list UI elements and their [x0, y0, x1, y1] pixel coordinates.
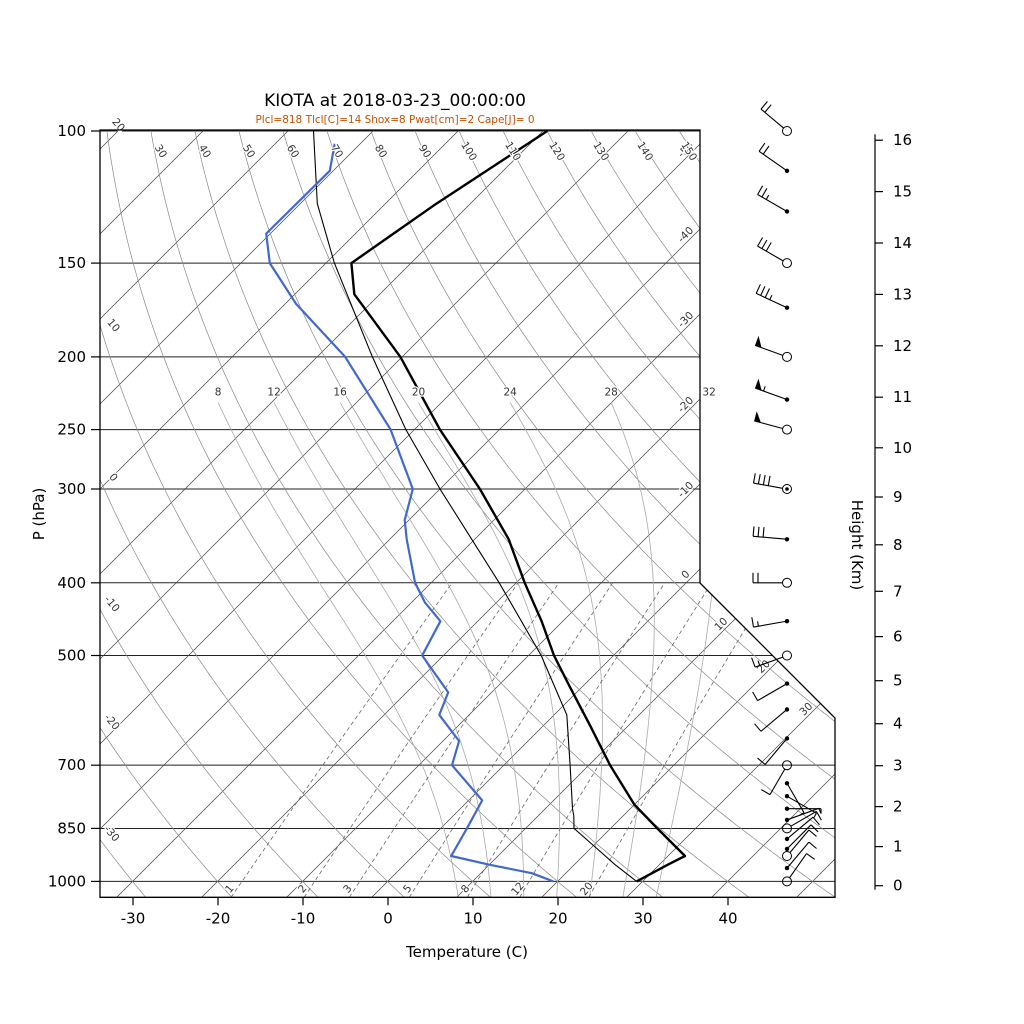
- svg-text:3: 3: [893, 757, 903, 775]
- svg-text:16: 16: [333, 386, 347, 398]
- svg-text:40: 40: [718, 909, 737, 927]
- svg-text:20: 20: [755, 658, 773, 676]
- svg-text:80: 80: [372, 143, 389, 161]
- svg-text:70: 70: [328, 143, 345, 161]
- svg-text:-10: -10: [291, 909, 316, 927]
- svg-text:10: 10: [893, 439, 912, 457]
- svg-text:28: 28: [605, 386, 618, 398]
- svg-text:6: 6: [893, 628, 903, 646]
- y-axis-title: P (hPa): [30, 488, 48, 541]
- svg-text:-10: -10: [102, 594, 122, 615]
- svg-text:20: 20: [548, 909, 567, 927]
- svg-text:11: 11: [893, 388, 912, 406]
- height-axis-title: Height (Km): [848, 500, 866, 591]
- svg-text:40: 40: [196, 143, 213, 161]
- x-axis-title: Temperature (C): [405, 943, 528, 961]
- svg-text:10: 10: [104, 317, 122, 335]
- svg-text:5: 5: [401, 883, 414, 896]
- svg-text:20: 20: [412, 386, 425, 398]
- svg-text:2: 2: [296, 883, 309, 896]
- svg-text:30: 30: [152, 143, 169, 161]
- svg-text:12: 12: [267, 386, 280, 398]
- svg-text:14: 14: [893, 234, 912, 252]
- svg-text:10: 10: [463, 909, 482, 927]
- svg-text:0: 0: [106, 471, 119, 484]
- chart-subtitle: Plcl=818 Tlcl[C]=14 Shox=8 Pwat[cm]=2 Ca…: [255, 114, 534, 126]
- svg-text:32: 32: [702, 386, 715, 398]
- svg-text:8: 8: [893, 536, 903, 554]
- svg-text:9: 9: [893, 488, 903, 506]
- svg-text:3: 3: [341, 883, 354, 896]
- svg-text:-40: -40: [676, 225, 697, 246]
- svg-text:4: 4: [893, 715, 903, 733]
- svg-text:400: 400: [57, 574, 86, 592]
- svg-text:-30: -30: [676, 310, 697, 331]
- svg-text:700: 700: [57, 756, 86, 774]
- svg-text:16: 16: [893, 131, 912, 149]
- svg-text:12: 12: [893, 337, 912, 355]
- svg-text:90: 90: [416, 143, 433, 161]
- svg-text:1000: 1000: [48, 872, 86, 890]
- svg-text:0: 0: [679, 568, 692, 581]
- svg-text:140: 140: [634, 140, 655, 163]
- svg-text:-30: -30: [101, 823, 121, 844]
- chart-title: KIOTA at 2018-03-23_00:00:00: [264, 91, 526, 111]
- svg-text:1: 1: [223, 883, 236, 896]
- svg-text:10: 10: [712, 615, 730, 633]
- svg-text:-10: -10: [676, 480, 697, 501]
- svg-text:0: 0: [893, 877, 903, 895]
- svg-text:200: 200: [57, 348, 86, 366]
- svg-text:2: 2: [893, 798, 903, 816]
- svg-text:300: 300: [57, 480, 86, 498]
- svg-text:100: 100: [458, 140, 479, 163]
- svg-text:1: 1: [893, 838, 903, 856]
- svg-text:60: 60: [284, 143, 301, 161]
- svg-text:7: 7: [893, 582, 903, 600]
- svg-text:500: 500: [57, 647, 86, 665]
- svg-text:-30: -30: [121, 909, 146, 927]
- svg-text:120: 120: [546, 140, 567, 163]
- svg-text:12: 12: [509, 880, 527, 898]
- svg-text:850: 850: [57, 819, 86, 837]
- svg-text:30: 30: [797, 700, 815, 718]
- svg-text:150: 150: [57, 254, 86, 272]
- svg-text:-20: -20: [102, 712, 122, 733]
- svg-text:0: 0: [383, 909, 393, 927]
- svg-text:-20: -20: [206, 909, 231, 927]
- svg-text:15: 15: [893, 183, 912, 201]
- svg-text:8: 8: [215, 386, 222, 398]
- svg-text:5: 5: [893, 672, 903, 690]
- svg-text:24: 24: [504, 386, 518, 398]
- svg-text:20: 20: [578, 880, 596, 898]
- svg-text:100: 100: [57, 122, 86, 140]
- svg-text:13: 13: [893, 285, 912, 303]
- svg-text:250: 250: [57, 421, 86, 439]
- svg-text:30: 30: [633, 909, 652, 927]
